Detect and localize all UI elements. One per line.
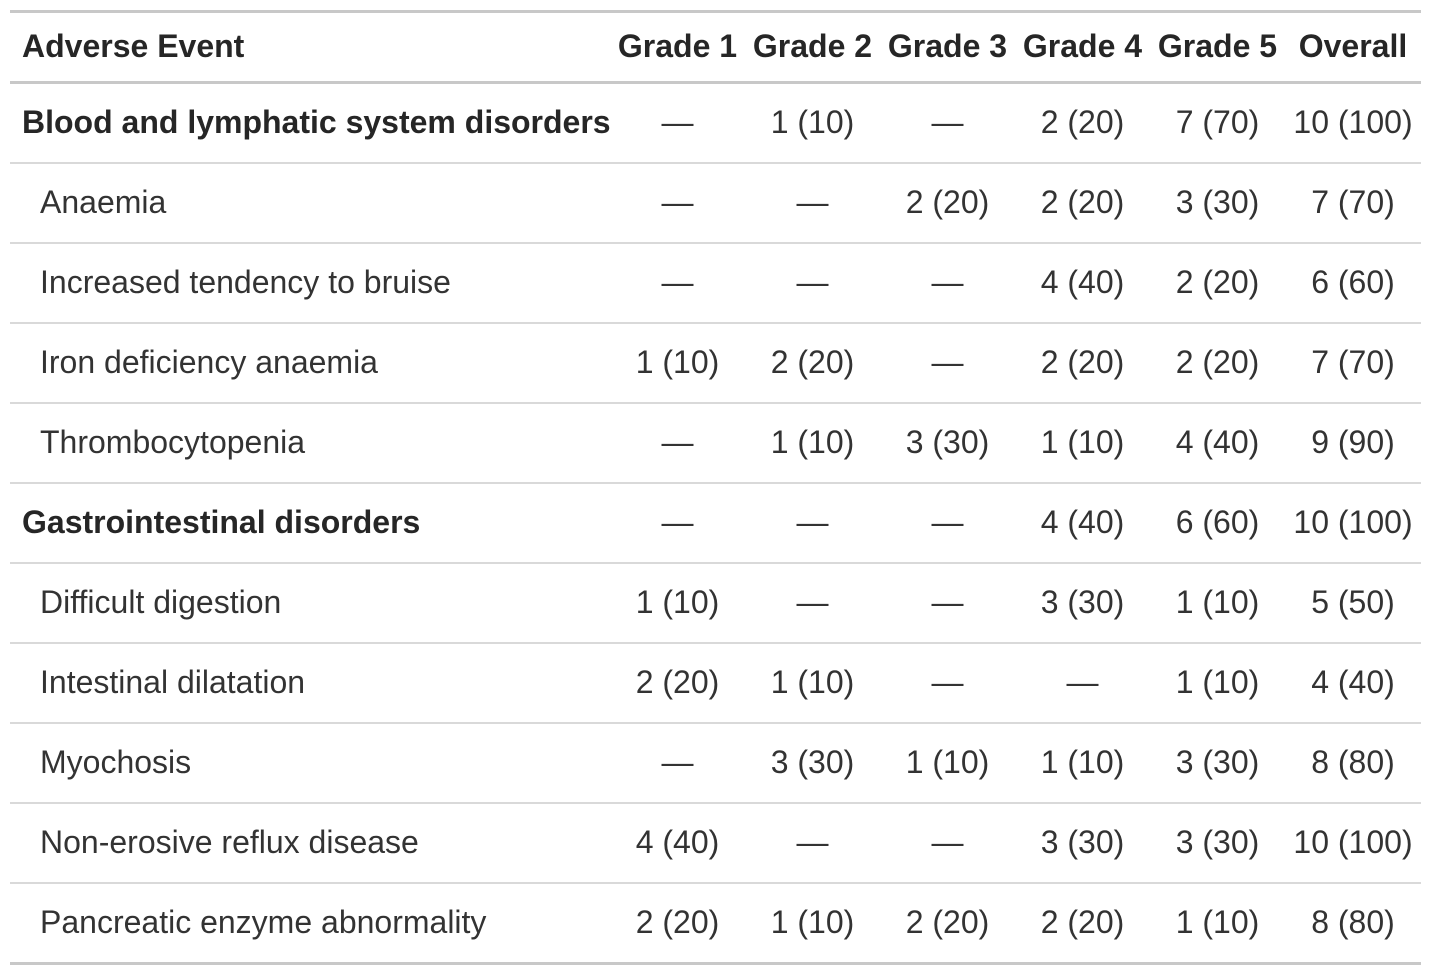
- cell-overall: 8 (80): [1285, 723, 1421, 804]
- cell-overall: 6 (60): [1285, 243, 1421, 324]
- cell-grade-5: 1 (10): [1150, 563, 1285, 644]
- table-row-difficult-digestion: Difficult digestion 1 (10) — — 3 (30) 1 …: [10, 563, 1421, 644]
- cell-grade-2: —: [745, 243, 880, 324]
- cell-grade-3: —: [880, 803, 1015, 884]
- cell-grade-3: —: [880, 563, 1015, 644]
- cell-grade-1: 2 (20): [635, 904, 720, 940]
- cell-overall: 10 (100): [1285, 82, 1421, 164]
- cell-grade-3: 1 (10): [880, 723, 1015, 804]
- cell-overall: 5 (50): [1285, 563, 1421, 644]
- column-header-grade-4: Grade 4: [1015, 11, 1150, 84]
- cell-grade-1: 1 (10): [610, 323, 745, 404]
- cell-grade-3: 2 (20): [905, 904, 990, 940]
- cell-grade-5: 4 (40): [1150, 403, 1285, 484]
- cell-grade-5: 2 (20): [1150, 243, 1285, 324]
- cell-grade-4: 2 (20): [1015, 82, 1150, 164]
- table-row-group-gastrointestinal: Gastrointestinal disorders — — — 4 (40) …: [10, 483, 1421, 564]
- row-label: Blood and lymphatic system disorders: [10, 82, 610, 164]
- header-row: Adverse Event Grade 1 Grade 2 Grade 3 Gr…: [10, 11, 1421, 84]
- cell-grade-1: 4 (40): [610, 803, 745, 884]
- row-label: Myochosis: [10, 723, 610, 804]
- cell-grade-4: 2 (20): [1015, 323, 1150, 404]
- column-header-grade-3: Grade 3: [880, 11, 1015, 84]
- table-row-group-blood-lymphatic: Blood and lymphatic system disorders — 1…: [10, 82, 1421, 164]
- cell-overall: 7 (70): [1285, 323, 1421, 404]
- table-row-anaemia: Anaemia — — 2 (20) 2 (20) 3 (30) 7 (70): [10, 163, 1421, 244]
- cell-grade-3: —: [880, 483, 1015, 564]
- cell-grade-3: —: [880, 323, 1015, 404]
- cell-grade-1: —: [610, 723, 745, 804]
- cell-grade-2: —: [745, 163, 880, 244]
- cell-grade-5: 3 (30): [1150, 803, 1285, 884]
- cell-grade-3: —: [880, 643, 1015, 724]
- cell-grade-5: 3 (30): [1150, 163, 1285, 244]
- column-header-overall: Overall: [1285, 11, 1421, 84]
- table-row-increased-tendency-to-bruise: Increased tendency to bruise — — — 4 (40…: [10, 243, 1421, 324]
- cell-overall: 10 (100): [1285, 803, 1421, 884]
- cell-grade-4: —: [1015, 643, 1150, 724]
- cell-grade-1: —: [610, 243, 745, 324]
- cell-grade-5: 2 (20): [1150, 323, 1285, 404]
- cell-grade-3: 2 (20): [880, 163, 1015, 244]
- cell-grade-2: 1 (10): [745, 403, 880, 484]
- column-header-grade-1: Grade 1: [610, 11, 745, 84]
- cell-grade-1: —: [610, 163, 745, 244]
- table-row-thrombocytopenia: Thrombocytopenia — 1 (10) 3 (30) 1 (10) …: [10, 403, 1421, 484]
- row-label: Increased tendency to bruise: [10, 243, 610, 324]
- cell-overall: 7 (70): [1285, 163, 1421, 244]
- cell-grade-5: 6 (60): [1150, 483, 1285, 564]
- cell-grade-2: —: [745, 563, 880, 644]
- cell-grade-2: 1 (10): [745, 643, 880, 724]
- column-header-adverse-event: Adverse Event: [10, 11, 610, 84]
- row-label: Thrombocytopenia: [10, 403, 610, 484]
- table-row-myochosis: Myochosis — 3 (30) 1 (10) 1 (10) 3 (30) …: [10, 723, 1421, 804]
- column-header-grade-5: Grade 5: [1150, 11, 1285, 84]
- table-row-intestinal-dilatation: Intestinal dilatation 2 (20) 1 (10) — — …: [10, 643, 1421, 724]
- cell-grade-4: 3 (30): [1015, 563, 1150, 644]
- cell-grade-2: 2 (20): [745, 323, 880, 404]
- table-row-iron-deficiency-anaemia: Iron deficiency anaemia 1 (10) 2 (20) — …: [10, 323, 1421, 404]
- adverse-events-table: Adverse Event Grade 1 Grade 2 Grade 3 Gr…: [10, 10, 1421, 965]
- row-label: Gastrointestinal disorders: [10, 483, 610, 564]
- cell-grade-4: 2 (20): [1040, 904, 1125, 940]
- cell-overall: 10 (100): [1285, 483, 1421, 564]
- cell-grade-1: —: [610, 403, 745, 484]
- cell-grade-5: 1 (10): [1150, 643, 1285, 724]
- cell-grade-2: 1 (10): [745, 82, 880, 164]
- cell-grade-1: —: [610, 82, 745, 164]
- cell-overall: 4 (40): [1285, 643, 1421, 724]
- row-label: Intestinal dilatation: [10, 643, 610, 724]
- cell-grade-1: 2 (20): [610, 643, 745, 724]
- cell-overall: 9 (90): [1285, 403, 1421, 484]
- row-label: Difficult digestion: [10, 563, 610, 644]
- cell-grade-4: 1 (10): [1015, 723, 1150, 804]
- cell-grade-3: —: [880, 82, 1015, 164]
- cell-grade-4: 1 (10): [1015, 403, 1150, 484]
- cell-grade-2: 1 (10): [770, 904, 855, 940]
- row-label: Non-erosive reflux disease: [10, 803, 610, 884]
- row-label: Iron deficiency anaemia: [10, 323, 610, 404]
- cell-grade-2: 3 (30): [745, 723, 880, 804]
- cell-overall: 8 (80): [1311, 904, 1395, 940]
- cell-grade-3: 3 (30): [880, 403, 1015, 484]
- cell-grade-2: —: [745, 483, 880, 564]
- row-label: Pancreatic enzyme abnormality: [40, 904, 487, 940]
- row-label: Anaemia: [10, 163, 610, 244]
- column-header-grade-2: Grade 2: [745, 11, 880, 84]
- cell-grade-1: 1 (10): [610, 563, 745, 644]
- cell-grade-4: 4 (40): [1015, 483, 1150, 564]
- cell-grade-2: —: [745, 803, 880, 884]
- cell-grade-4: 4 (40): [1015, 243, 1150, 324]
- cell-grade-3: —: [880, 243, 1015, 324]
- cell-grade-4: 3 (30): [1015, 803, 1150, 884]
- cell-grade-5: 1 (10): [1175, 904, 1260, 940]
- cell-grade-5: 7 (70): [1150, 82, 1285, 164]
- cell-grade-1: —: [610, 483, 745, 564]
- table-row-non-erosive-reflux-disease: Non-erosive reflux disease 4 (40) — — 3 …: [10, 803, 1421, 884]
- table-row-pancreatic-enzyme-abnormality: Pancreatic enzyme abnormality 2 (20) 1 (…: [10, 883, 1421, 964]
- cell-grade-4: 2 (20): [1015, 163, 1150, 244]
- cell-grade-5: 3 (30): [1150, 723, 1285, 804]
